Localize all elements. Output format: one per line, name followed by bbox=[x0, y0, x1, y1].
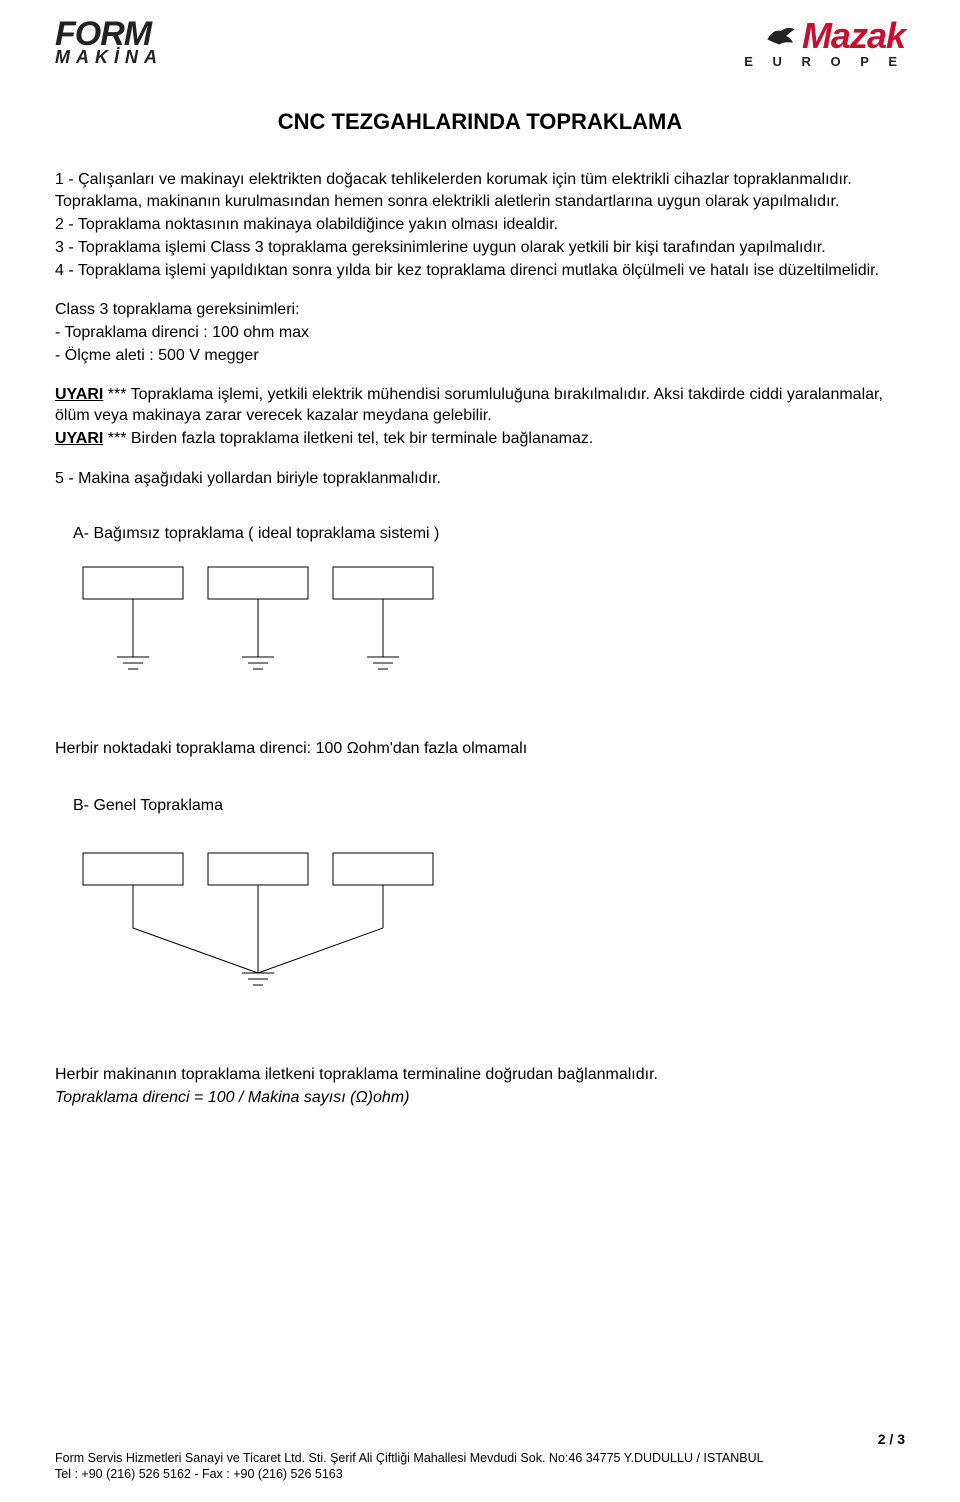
uyari-label-2: UYARI bbox=[55, 430, 103, 447]
diagram-b bbox=[73, 848, 473, 1018]
diagram-b-wire-3b bbox=[258, 928, 383, 973]
paragraph-2: 2 - Topraklama noktasının makinaya olabi… bbox=[55, 214, 905, 235]
diagram-b-box-3 bbox=[333, 853, 433, 885]
paragraph-3: 3 - Topraklama işlemi Class 3 topraklama… bbox=[55, 237, 905, 258]
warning-2: UYARI *** Birden fazla topraklama iletke… bbox=[55, 428, 905, 449]
paragraph-5: 5 - Makina aşağıdaki yollardan biriyle t… bbox=[55, 468, 905, 489]
page-number: 2 / 3 bbox=[878, 1430, 905, 1448]
section-a-heading: A- Bağımsız topraklama ( ideal topraklam… bbox=[73, 523, 905, 544]
logo-makina-text: MAKİNA bbox=[55, 47, 163, 68]
note-a: Herbir noktadaki topraklama direnci: 100… bbox=[55, 738, 905, 759]
note-b2: Topraklama direnci = 100 / Makina sayısı… bbox=[55, 1087, 905, 1108]
mazak-europe-text: E U R O P E bbox=[744, 54, 905, 69]
footer-line-1: Form Servis Hizmetleri Sanayi ve Ticaret… bbox=[55, 1450, 905, 1466]
diagram-a-box-1 bbox=[83, 567, 183, 599]
warning-block: UYARI *** Topraklama işlemi, yetkili ele… bbox=[55, 384, 905, 449]
diagram-a-box-3 bbox=[333, 567, 433, 599]
warning-1: UYARI *** Topraklama işlemi, yetkili ele… bbox=[55, 384, 905, 426]
logo-form-text: FORM bbox=[55, 20, 163, 49]
diagram-b-box-1 bbox=[83, 853, 183, 885]
page-footer: 2 / 3 Form Servis Hizmetleri Sanayi ve T… bbox=[55, 1450, 905, 1483]
document-body: 1 - Çalışanları ve makinayı elektrikten … bbox=[55, 169, 905, 1108]
paragraph-1: 1 - Çalışanları ve makinayı elektrikten … bbox=[55, 169, 905, 211]
diagram-b-wire-1b bbox=[133, 928, 258, 973]
page-header: FORM MAKİNA Mazak E U R O P E bbox=[55, 20, 905, 69]
class3-block: Class 3 topraklama gereksinimleri: - Top… bbox=[55, 299, 905, 366]
mazak-row: Mazak bbox=[744, 20, 905, 52]
footer-line-2: Tel : +90 (216) 526 5162 - Fax : +90 (21… bbox=[55, 1466, 905, 1482]
page-title: CNC TEZGAHLARINDA TOPRAKLAMA bbox=[55, 109, 905, 135]
class3-line1: - Topraklama direnci : 100 ohm max bbox=[55, 322, 905, 343]
diagram-a bbox=[73, 562, 453, 692]
mazak-logo: Mazak E U R O P E bbox=[744, 20, 905, 69]
class3-line2: - Ölçme aleti : 500 V megger bbox=[55, 345, 905, 366]
form-makina-logo: FORM MAKİNA bbox=[55, 20, 163, 68]
section-b-heading: B- Genel Topraklama bbox=[73, 795, 905, 816]
uyari-label-1: UYARI bbox=[55, 386, 103, 403]
bird-icon bbox=[764, 22, 798, 50]
paragraph-4: 4 - Topraklama işlemi yapıldıktan sonra … bbox=[55, 260, 905, 281]
uyari-text-1: *** Topraklama işlemi, yetkili elektrik … bbox=[55, 386, 883, 424]
uyari-text-2: *** Birden fazla topraklama iletkeni tel… bbox=[103, 430, 593, 447]
diagram-b-box-2 bbox=[208, 853, 308, 885]
mazak-brand-text: Mazak bbox=[802, 20, 905, 52]
note-b1: Herbir makinanın topraklama iletkeni top… bbox=[55, 1064, 905, 1085]
class3-heading: Class 3 topraklama gereksinimleri: bbox=[55, 299, 905, 320]
diagram-a-box-2 bbox=[208, 567, 308, 599]
